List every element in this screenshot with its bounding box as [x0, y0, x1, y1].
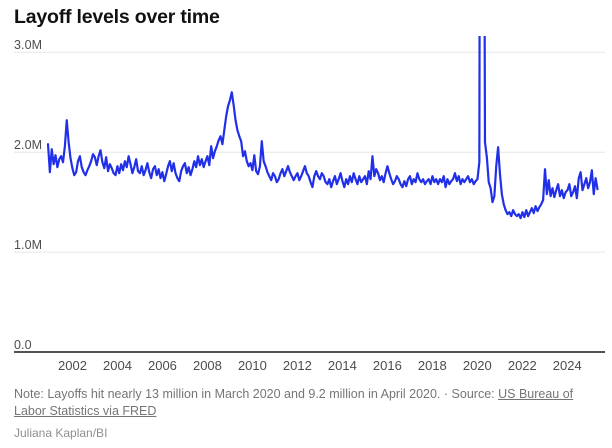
- x-tick-label: 2006: [147, 358, 177, 373]
- note-separator: ·: [443, 387, 449, 401]
- y-tick-label: 1.0M: [14, 237, 43, 252]
- x-tick-label: 2004: [103, 358, 132, 373]
- x-tick-label: 2008: [192, 358, 222, 373]
- x-tick-label: 2012: [282, 358, 312, 373]
- x-tick-label: 2024: [552, 358, 582, 373]
- x-tick-label: 2016: [372, 358, 402, 373]
- layoff-level-line: [46, 36, 599, 220]
- x-axis-labels: 2002 2004 2006 2008 2010 2012 2014 2016 2018 2020…: [0, 358, 612, 374]
- x-tick-label: 2020: [462, 358, 492, 373]
- x-tick-label: 2010: [237, 358, 267, 373]
- x-tick-label: 2018: [417, 358, 447, 373]
- y-tick-label: 0.0: [14, 337, 32, 352]
- y-tick-label: 2.0M: [14, 137, 43, 152]
- byline: Juliana Kaplan/BI: [14, 426, 108, 440]
- layoff-line-chart: [14, 36, 605, 353]
- source-label: Source:: [451, 387, 499, 401]
- y-tick-label: 3.0M: [14, 37, 43, 52]
- chart-title: Layoff levels over time: [14, 6, 220, 28]
- x-tick-label: 2002: [58, 358, 87, 373]
- plot-area: [14, 36, 605, 353]
- source-link[interactable]: US Bureau of Labor Statistics via FRED: [14, 387, 574, 418]
- note-text: Note: Layoffs hit nearly 13 million in M…: [14, 387, 441, 401]
- x-tick-label: 2022: [507, 358, 537, 373]
- chart-note: Note: Layoffs hit nearly 13 million in M…: [14, 386, 598, 420]
- x-tick-label: 2014: [327, 358, 357, 373]
